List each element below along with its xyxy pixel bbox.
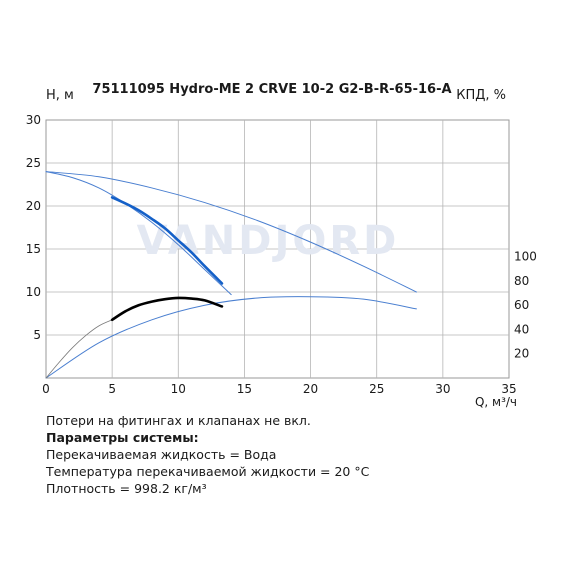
grid	[45, 119, 510, 379]
y2-tick-label: 20	[514, 347, 529, 361]
y2-axis-label: КПД, %	[456, 88, 506, 103]
y-tick-label: 15	[26, 242, 41, 256]
curve-efficiency-max	[45, 296, 417, 379]
notes-line-density: Плотность = 998.2 кг/м³	[46, 481, 207, 496]
curve-head-max	[45, 171, 417, 293]
pump-curve-chart: VANDJORD 0 5 10 15 20 25 30 3551015202530204060…	[26, 82, 537, 409]
x-axis-label: Q, м³/ч	[475, 395, 517, 409]
x-tick-label: 30	[435, 382, 450, 396]
system-notes: Потери на фитингах и клапанах не вкл. Па…	[46, 412, 369, 497]
y2-tick-label: 40	[514, 322, 529, 336]
y-axis-label: H, м	[46, 88, 74, 103]
notes-line-temperature: Температура перекачиваемой жидкости = 20…	[46, 464, 370, 479]
x-tick-label: 10	[171, 382, 186, 396]
y-tick-label: 30	[26, 113, 41, 127]
curve-efficiency-min	[45, 319, 113, 379]
x-tick-label: 25	[369, 382, 384, 396]
y-tick-label: 5	[33, 328, 41, 342]
notes-line-losses: Потери на фитингах и клапанах не вкл.	[46, 413, 311, 428]
y2-tick-label: 100	[514, 250, 537, 264]
x-tick-label: 5	[108, 382, 116, 396]
x-tick-label: 20	[303, 382, 318, 396]
curve-head-min	[45, 171, 232, 296]
series-layer	[45, 171, 417, 379]
y-tick-label: 25	[26, 156, 41, 170]
curve-head-duty	[110, 196, 224, 285]
y2-tick-label: 60	[514, 298, 529, 312]
notes-heading: Параметры системы:	[46, 430, 199, 445]
y2-tick-label: 80	[514, 274, 529, 288]
axes: 0 5 10 15 20 25 30 35 5 10 15 20 25 30 20 40 60 80 100	[26, 113, 537, 396]
x-tick-label: 0	[42, 382, 50, 396]
y-tick-label: 20	[26, 199, 41, 213]
chart-title: 75111095 Hydro-ME 2 CRVE 10-2 G2-B-R-65-…	[92, 82, 451, 97]
x-tick-label: 15	[237, 382, 252, 396]
notes-line-liquid: Перекачиваемая жидкость = Вода	[46, 447, 277, 462]
y-tick-label: 10	[26, 285, 41, 299]
curve-efficiency-duty	[110, 296, 224, 322]
x-tick-label: 35	[501, 382, 516, 396]
